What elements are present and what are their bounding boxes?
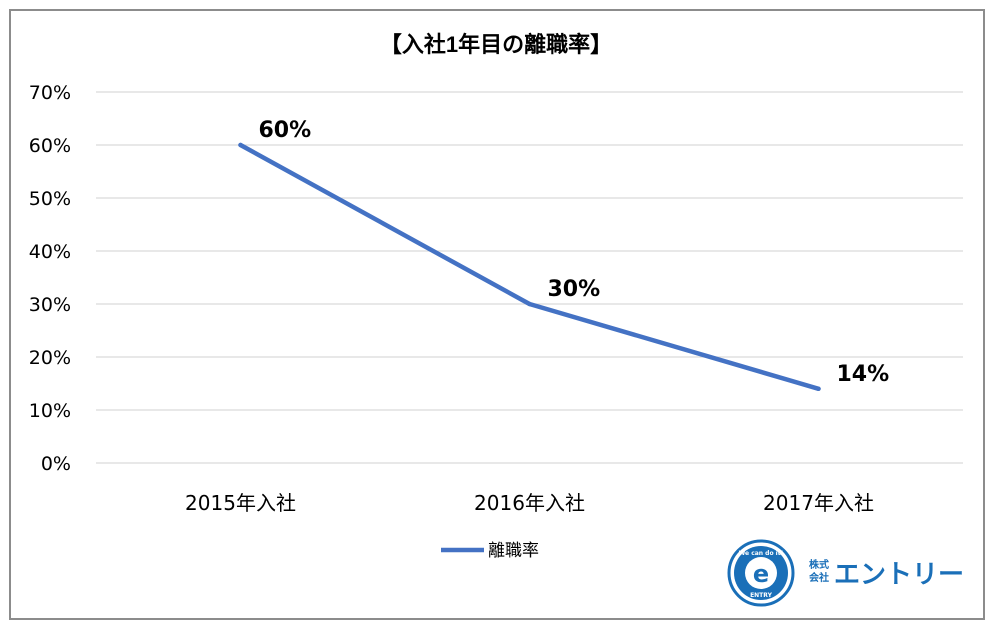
series-line <box>238 142 821 392</box>
data-point <box>238 142 243 148</box>
logo-badge-bottom-text: ENTRY <box>750 592 773 599</box>
y-tick-label: 70% <box>29 82 71 104</box>
entry-logo: e We can do it! ENTRY 株式 会社 エントリー <box>727 539 964 607</box>
logo-badge-center <box>745 557 777 589</box>
y-axis-ticks: 0% 10% 20% 30% 40% 50% 60% 70% <box>29 82 71 475</box>
data-label: 60% <box>259 118 312 143</box>
legend: 離職率 <box>441 541 539 561</box>
y-tick-label: 0% <box>41 453 71 475</box>
gridlines <box>96 91 963 464</box>
y-tick-label: 40% <box>29 241 71 263</box>
data-label: 14% <box>837 362 890 387</box>
data-label: 30% <box>548 277 601 302</box>
y-tick-label: 10% <box>29 400 71 422</box>
data-point <box>816 386 821 391</box>
y-tick-label: 60% <box>29 135 71 157</box>
data-point <box>527 301 532 307</box>
y-tick-label: 20% <box>29 347 71 369</box>
data-labels: 60% 30% 14% <box>259 118 890 387</box>
chart-frame <box>9 9 985 620</box>
y-tick-label: 50% <box>29 188 71 210</box>
x-tick-label: 2015年入社 <box>185 491 296 515</box>
x-axis-ticks: 2015年入社 2016年入社 2017年入社 <box>185 491 874 515</box>
legend-label: 離職率 <box>488 541 539 561</box>
logo-corp-line2: 会社 <box>809 571 829 584</box>
series-layer <box>238 142 821 392</box>
chart-title: 【入社1年目の離職率】 <box>380 32 612 57</box>
logo-badge-top-text: We can do it! <box>739 550 784 557</box>
logo-corp-line1: 株式 <box>809 558 829 571</box>
x-tick-label: 2017年入社 <box>763 491 874 515</box>
logo-badge-letter: e <box>753 560 769 588</box>
logo-brand-text: エントリー <box>834 560 964 590</box>
x-tick-label: 2016年入社 <box>474 491 585 515</box>
y-tick-label: 30% <box>29 294 71 316</box>
